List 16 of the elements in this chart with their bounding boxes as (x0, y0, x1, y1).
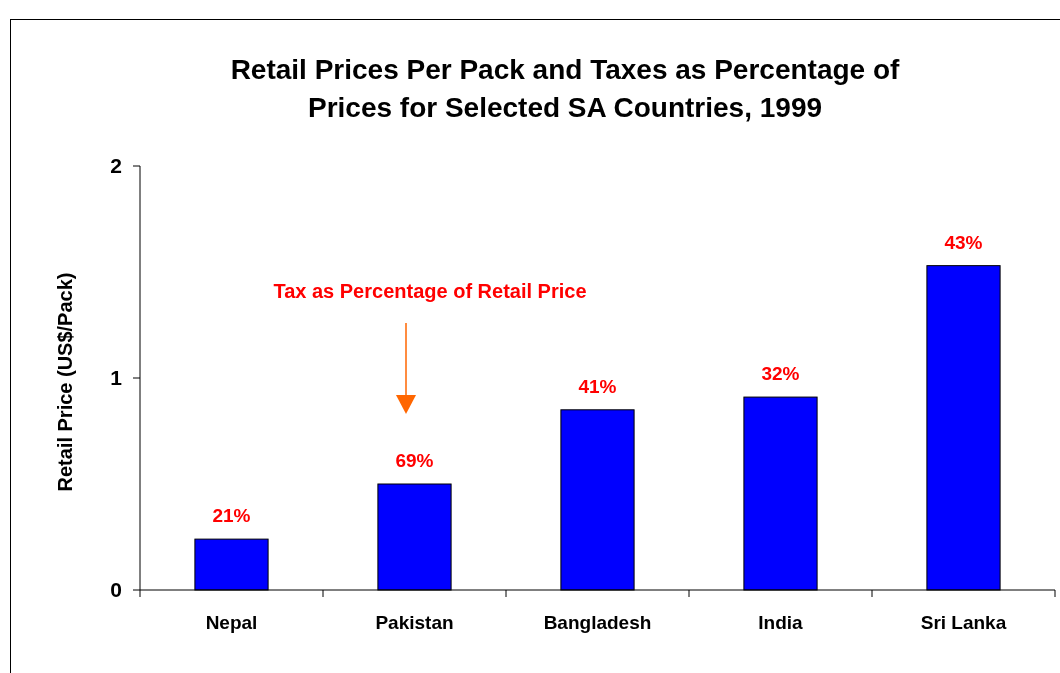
y-axis-title: Retail Price (US$/Pack) (54, 272, 76, 492)
y-tick-label: 2 (110, 154, 122, 177)
x-tick-label: Bangladesh (543, 612, 652, 633)
annotation: 43% (944, 231, 983, 253)
x-tick-label: India (758, 612, 804, 633)
annotation: Tax as Percentage of Retail Price (273, 280, 587, 302)
annotation: 69% (395, 450, 434, 471)
annotation: 32% (761, 363, 800, 385)
x-tick-label: Sri Lanka (920, 612, 1007, 633)
x-tick-label: Pakistan (375, 612, 454, 633)
annotation: 21% (212, 505, 251, 527)
x-tick-label: Nepal (205, 612, 258, 633)
y-tick-label: 1 (110, 366, 123, 389)
chart-title: Retail Prices Per Pack and Taxes as Percentage of Prices for Selected SA Countries, 1999 (230, 54, 901, 123)
annotation: 41% (578, 375, 617, 397)
y-tick-label: 0 (110, 578, 122, 601)
